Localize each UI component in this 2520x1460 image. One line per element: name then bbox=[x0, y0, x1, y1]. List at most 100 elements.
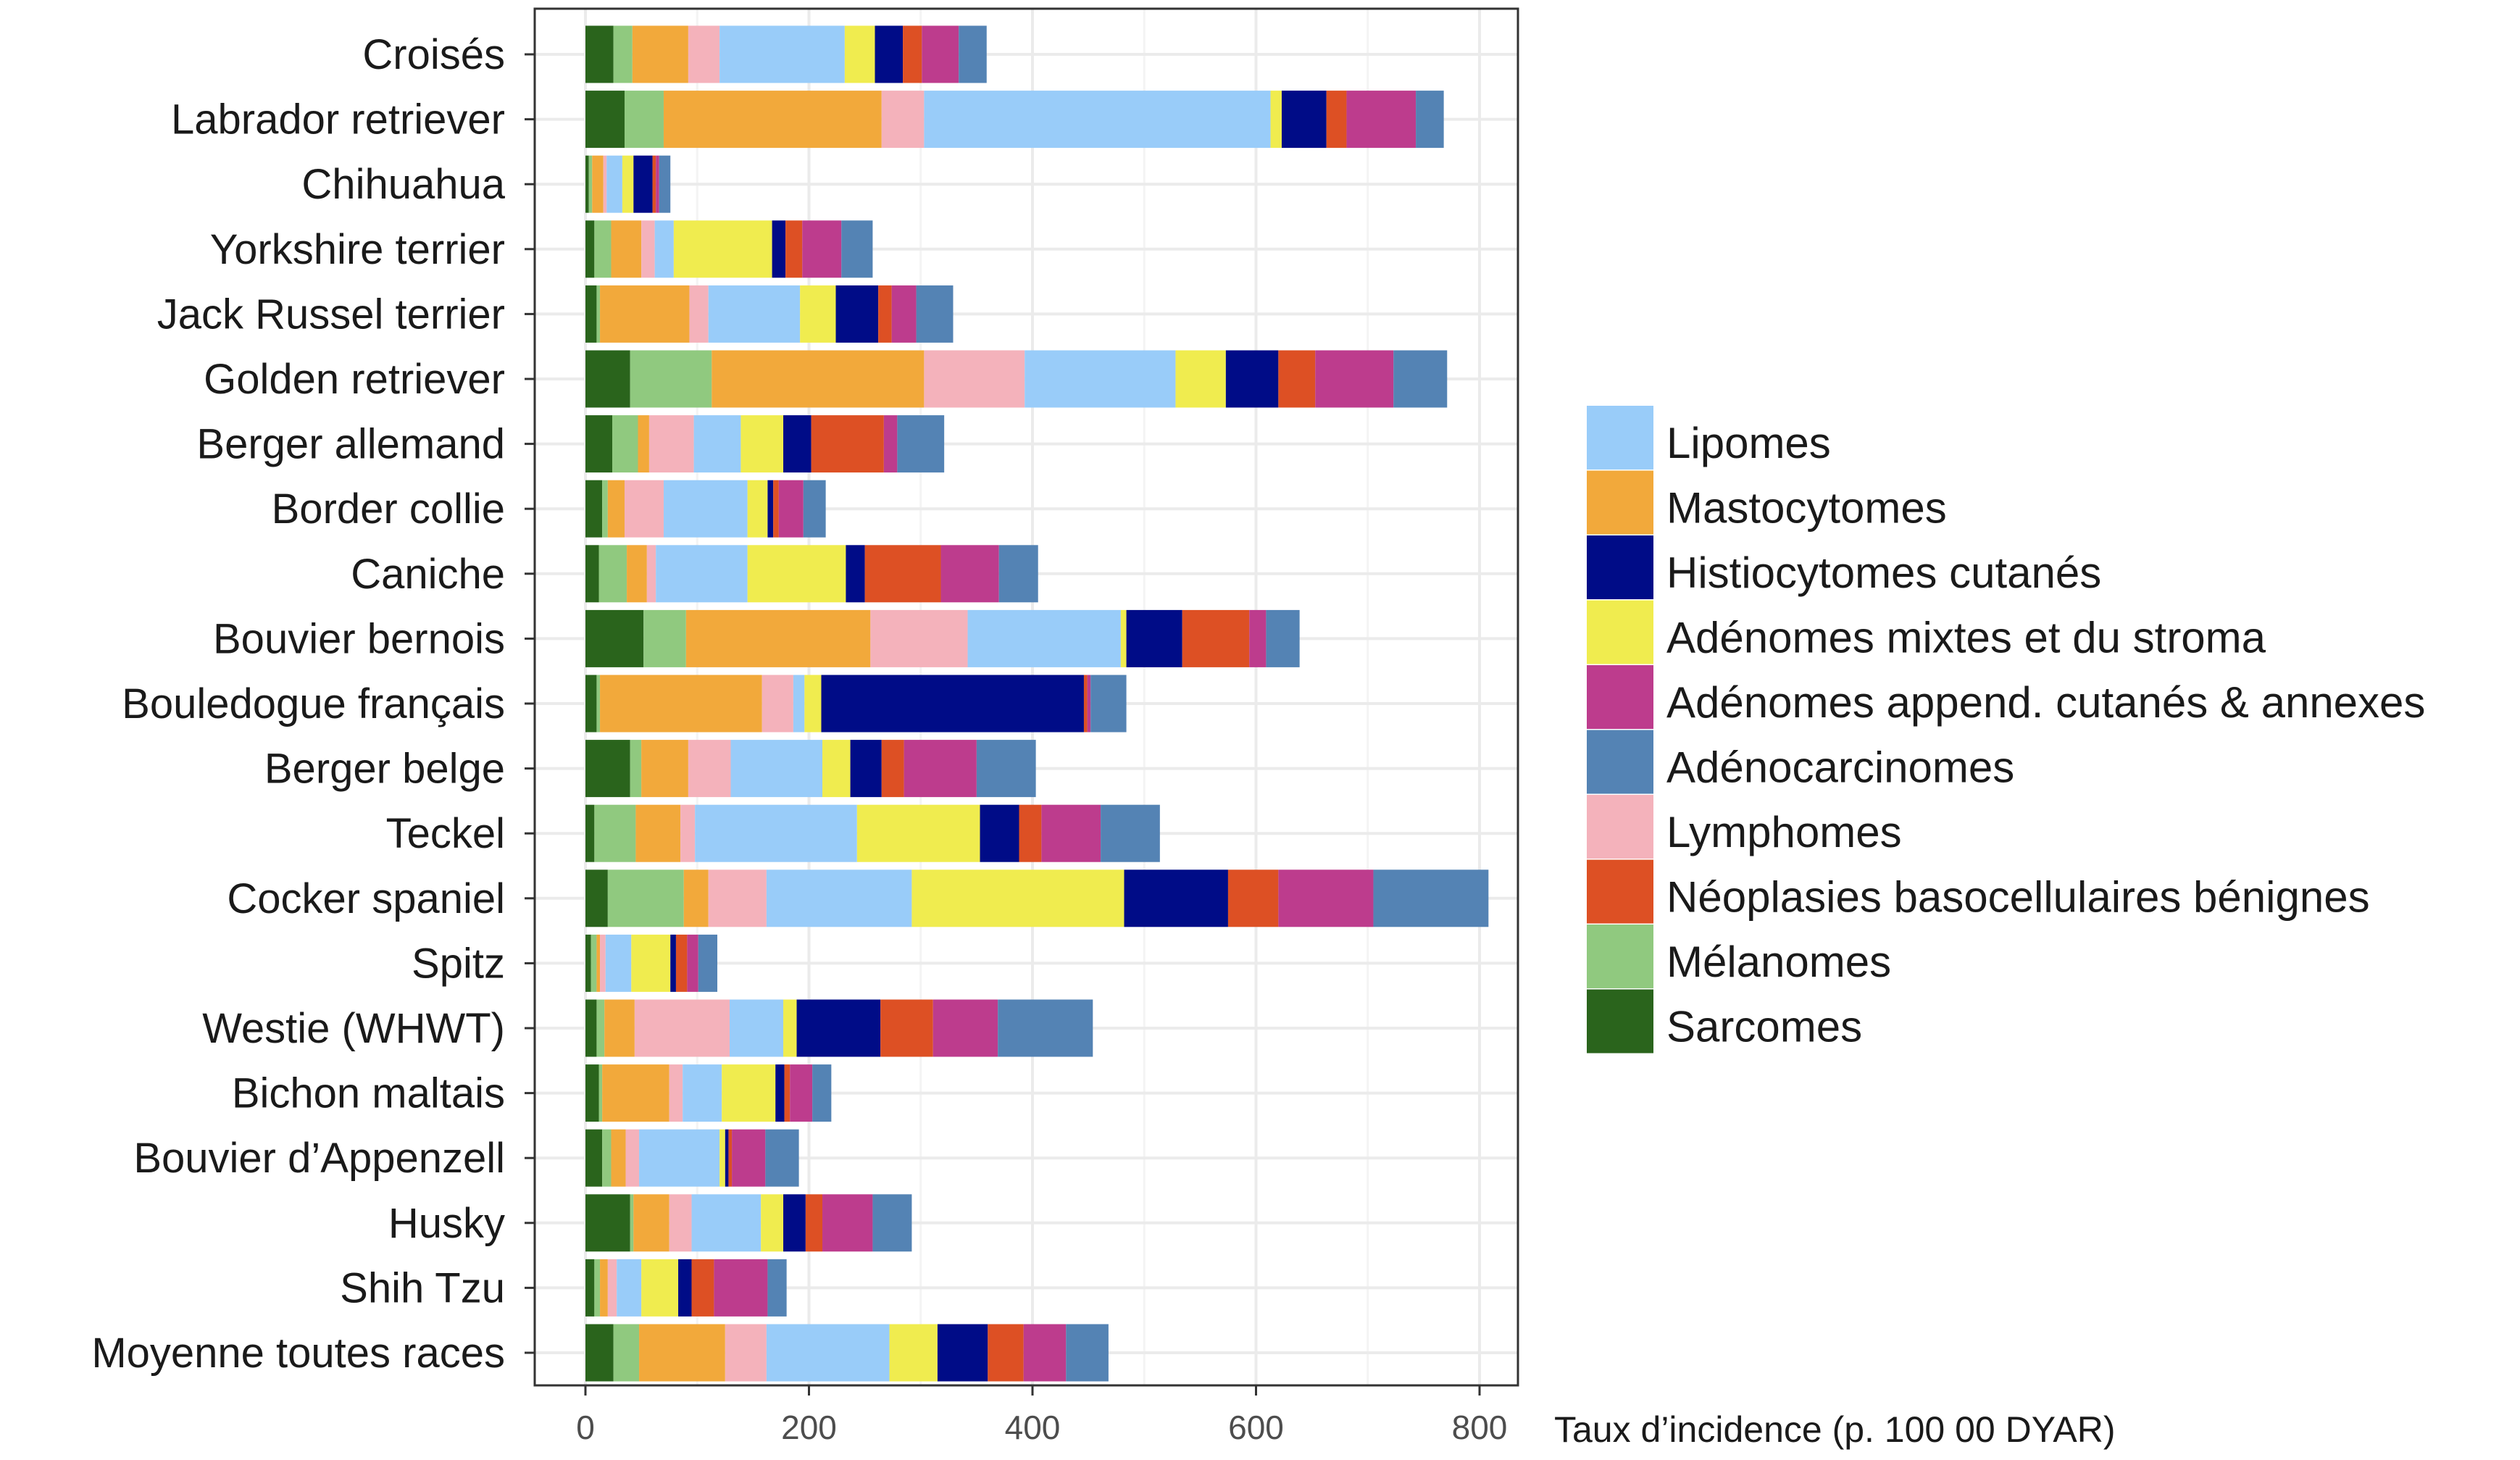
bar-segment: Caniche — Adénocarcinomes: 35 bbox=[998, 545, 1038, 603]
bar-segment: Shih Tzu — Mastocytomes: 7 bbox=[600, 1259, 608, 1317]
bar-segment: Husky — Néoplasies basocellulaires bénig… bbox=[805, 1194, 823, 1252]
bar-segment: Moyenne toutes races — Adénomes append. … bbox=[1023, 1324, 1067, 1382]
bar-segment: Yorkshire terrier — Histiocytomes cutané… bbox=[772, 220, 786, 278]
bar-segment: Spitz — Adénomes mixtes et du stroma: 35 bbox=[631, 934, 671, 992]
legend-label: Histiocytomes cutanés bbox=[1666, 548, 2101, 597]
bar-segment: Yorkshire terrier — Adénomes append. cut… bbox=[802, 220, 842, 278]
bar-segment: Bouvier d’Appenzell — Mélanomes: 8 bbox=[602, 1129, 612, 1187]
legend-label: Sarcomes bbox=[1666, 1003, 1862, 1051]
legend-label: Mélanomes bbox=[1666, 938, 1891, 986]
bar-segment: Moyenne toutes races — Adénomes mixtes e… bbox=[889, 1324, 938, 1382]
bar-segment: Teckel — Adénocarcinomes: 53 bbox=[1101, 804, 1160, 862]
bar-segment: Chihuahua — Adénocarcinomes: 10 bbox=[659, 155, 671, 213]
bar-segment: Berger belge — Mélanomes: 10 bbox=[630, 740, 642, 798]
x-tick-label: 400 bbox=[1005, 1409, 1061, 1446]
bar-segment: Moyenne toutes races — Lymphomes: 37 bbox=[725, 1324, 767, 1382]
bar-segment: Croisés — Néoplasies basocellulaires bén… bbox=[903, 25, 922, 83]
bar-segment: Chihuahua — Sarcomes: 3 bbox=[585, 155, 589, 213]
bar-segment: Border collie — Sarcomes: 15 bbox=[585, 480, 603, 538]
y-axis: Croisés Labrador retriever Chihuahua Yorksh… bbox=[91, 31, 535, 1377]
bar-segment: Berger allemand — Adénocarcinomes: 42 bbox=[897, 415, 945, 473]
bar-segment: Bouvier d’Appenzell — Adénomes append. c… bbox=[732, 1129, 766, 1187]
bar-segment: Border collie — Adénomes mixtes et du st… bbox=[747, 480, 768, 538]
bar-segment: Border collie — Lipomes: 75 bbox=[663, 480, 748, 538]
bar-segment: Bouvier bernois — Adénomes mixtes et du … bbox=[1120, 609, 1127, 667]
bar-segment: Cocker spaniel — Adénomes append. cutané… bbox=[1278, 869, 1374, 927]
bar-segment: Teckel — Adénomes append. cutanés & anne… bbox=[1041, 804, 1101, 862]
category-label: Bouvier bernois bbox=[213, 615, 505, 662]
bar-segment: Moyenne toutes races — Lipomes: 110 bbox=[766, 1324, 890, 1382]
bar-segment: Berger belge — Néoplasies basocellulaire… bbox=[881, 740, 904, 798]
bar-segment: Berger belge — Lymphomes: 38 bbox=[688, 740, 731, 798]
bar-segment: Westie (WHWT) — Adénomes mixtes et du st… bbox=[783, 999, 797, 1057]
bar-segment: Bouvier bernois — Sarcomes: 52 bbox=[585, 609, 644, 667]
bar-segment: Jack Russel terrier — Histiocytomes cuta… bbox=[835, 285, 879, 343]
category-label: Cocker spaniel bbox=[227, 875, 505, 922]
legend-label: Adénomes append. cutanés & annexes bbox=[1666, 678, 2425, 727]
bar-segment: Moyenne toutes races — Adénocarcinomes: … bbox=[1066, 1324, 1109, 1382]
bar-segment: Yorkshire terrier — Sarcomes: 8 bbox=[585, 220, 595, 278]
bar-segment: Golden retriever — Lymphomes: 90 bbox=[924, 350, 1025, 408]
legend-key bbox=[1587, 859, 1653, 924]
bar-segment: Spitz — Adénomes append. cutanés & annex… bbox=[687, 934, 698, 992]
bar-segment: Shih Tzu — Adénomes mixtes et du stroma:… bbox=[641, 1259, 679, 1317]
bar-segment: Berger belge — Sarcomes: 40 bbox=[585, 740, 630, 798]
bar-segment: Westie (WHWT) — Mélanomes: 7 bbox=[596, 999, 605, 1057]
bar-segment: Berger allemand — Lipomes: 42 bbox=[693, 415, 741, 473]
bar-segment: Teckel — Sarcomes: 8 bbox=[585, 804, 595, 862]
bar-segment: Berger allemand — Mastocytomes: 10 bbox=[638, 415, 649, 473]
bar-segment: Bouledogue français — Mélanomes: 3 bbox=[596, 675, 601, 733]
bar-segment: Cocker spaniel — Mélanomes: 68 bbox=[607, 869, 684, 927]
bar-segment: Bouvier d’Appenzell — Adénocarcinomes: 3… bbox=[765, 1129, 799, 1187]
bar-segment: Jack Russel terrier — Adénomes append. c… bbox=[891, 285, 917, 343]
bar-segment: Jack Russel terrier — Mélanomes: 3 bbox=[596, 285, 601, 343]
bar-segment: Husky — Mélanomes: 3 bbox=[630, 1194, 634, 1252]
bar-segment: Bouvier d’Appenzell — Néoplasies basocel… bbox=[728, 1129, 733, 1187]
bar-segment: Bichon maltais — Lymphomes: 12 bbox=[669, 1064, 683, 1122]
bar-segment: Bichon maltais — Sarcomes: 12 bbox=[585, 1064, 599, 1122]
bar-segment: Chihuahua — Histiocytomes cutanés: 17 bbox=[633, 155, 653, 213]
bar-segment: Moyenne toutes races — Néoplasies basoce… bbox=[988, 1324, 1024, 1382]
bar-segment: Westie (WHWT) — Lipomes: 48 bbox=[729, 999, 784, 1057]
bar-segment: Chihuahua — Néoplasies basocellulaires b… bbox=[652, 155, 656, 213]
bar-segment: Labrador retriever — Mastocytomes: 195 bbox=[663, 91, 882, 149]
legend-label: Néoplasies basocellulaires bénignes bbox=[1666, 873, 2370, 922]
bar-segment: Berger allemand — Adénomes mixtes et du … bbox=[740, 415, 784, 473]
category-label: Berger belge bbox=[264, 746, 505, 793]
category-label: Croisés bbox=[362, 31, 505, 78]
bar-segment: Bouledogue français — Lipomes: 10 bbox=[793, 675, 805, 733]
bar-segment: Husky — Adénomes mixtes et du stroma: 20 bbox=[761, 1194, 784, 1252]
bar-segment: Jack Russel terrier — Lipomes: 82 bbox=[708, 285, 801, 343]
category-label: Westie (WHWT) bbox=[202, 1005, 505, 1052]
bar-segment: Bouvier bernois — Lipomes: 137 bbox=[967, 609, 1121, 667]
bar-segment: Westie (WHWT) — Lymphomes: 85 bbox=[634, 999, 730, 1057]
bar-segment: Bichon maltais — Mastocytomes: 60 bbox=[602, 1064, 669, 1122]
legend-label: Adénocarcinomes bbox=[1666, 743, 2014, 792]
bar-segment: Cocker spaniel — Néoplasies basocellulai… bbox=[1227, 869, 1279, 927]
legend-key bbox=[1587, 730, 1653, 794]
bar-segment: Berger belge — Adénocarcinomes: 53 bbox=[976, 740, 1036, 798]
category-label: Spitz bbox=[412, 940, 505, 987]
category-label: Bouledogue français bbox=[122, 680, 505, 727]
bar-segment: Bouledogue français — Adénocarcinomes: 3… bbox=[1090, 675, 1127, 733]
bar-segment: Labrador retriever — Sarcomes: 35 bbox=[585, 91, 625, 149]
bar-segment: Bichon maltais — Adénocarcinomes: 17 bbox=[812, 1064, 832, 1122]
bar-segment: Spitz — Néoplasies basocellulaires bénig… bbox=[675, 934, 688, 992]
bar-segment: Yorkshire terrier — Mélanomes: 15 bbox=[594, 220, 612, 278]
bar-segment: Bouvier bernois — Histiocytomes cutanés:… bbox=[1126, 609, 1182, 667]
bar-segment: Yorkshire terrier — Néoplasies basocellu… bbox=[785, 220, 803, 278]
bar-segment: Bichon maltais — Histiocytomes cutanés: … bbox=[775, 1064, 785, 1122]
bar-segment: Shih Tzu — Lymphomes: 8 bbox=[607, 1259, 617, 1317]
category-label: Chihuahua bbox=[301, 161, 505, 208]
bar-segment: Border collie — Adénocarcinomes: 20 bbox=[803, 480, 826, 538]
bar-segment: Bouvier d’Appenzell — Adénomes mixtes et… bbox=[719, 1129, 725, 1187]
bar-segment: Moyenne toutes races — Mastocytomes: 77 bbox=[639, 1324, 725, 1382]
bar-segment: Yorkshire terrier — Mastocytomes: 27 bbox=[611, 220, 642, 278]
bar-segment: Jack Russel terrier — Mastocytomes: 80 bbox=[600, 285, 690, 343]
bar-segment: Teckel — Mastocytomes: 40 bbox=[635, 804, 681, 862]
bar-segment: Bouvier d’Appenzell — Sarcomes: 15 bbox=[585, 1129, 603, 1187]
bar-segment: Berger allemand — Lymphomes: 40 bbox=[648, 415, 694, 473]
category-label: Bichon maltais bbox=[232, 1070, 505, 1117]
bar-segment: Teckel — Lipomes: 145 bbox=[695, 804, 857, 862]
category-label: Teckel bbox=[386, 810, 505, 857]
